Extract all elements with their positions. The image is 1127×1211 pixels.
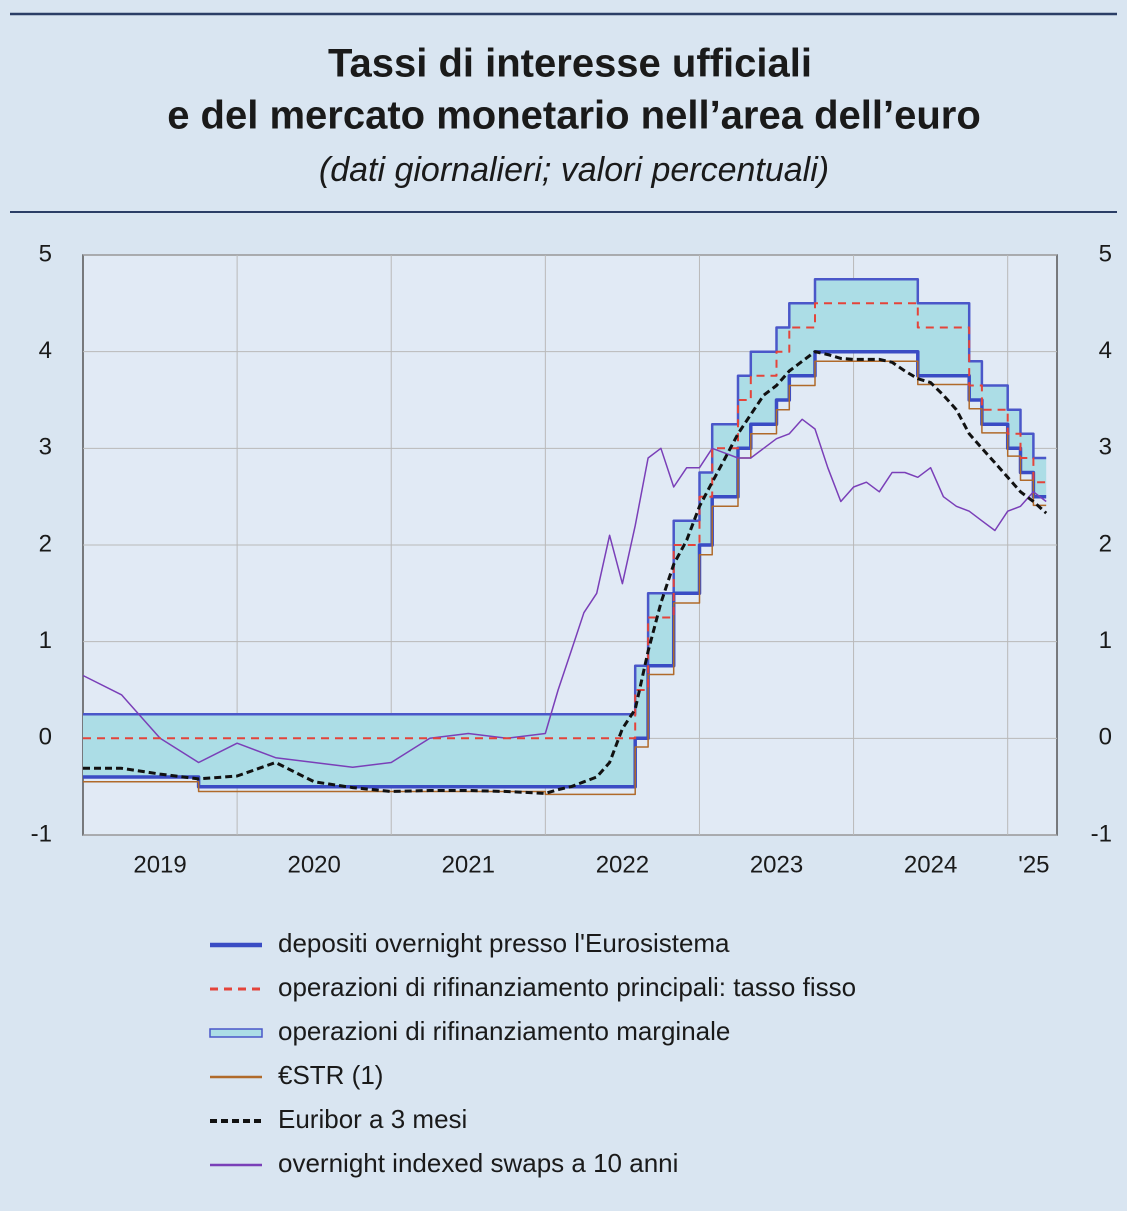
- y-tick-label: 3: [39, 434, 52, 461]
- y2-tick-label: -1: [1091, 820, 1112, 847]
- legend-swatch: [209, 1028, 263, 1038]
- corridor-band: [83, 279, 1047, 787]
- legend-label: depositi overnight presso l'Eurosistema: [278, 928, 730, 958]
- y2-tick-label: 0: [1099, 724, 1112, 751]
- legend-label: operazioni di rifinanziamento marginale: [278, 1016, 730, 1046]
- y2-tick-label: 3: [1099, 434, 1112, 461]
- chart-title: Tassi di interesse ufficiali: [328, 42, 812, 86]
- x-tick-label: 2023: [750, 851, 803, 878]
- legend-label: operazioni di rifinanziamento principali…: [278, 972, 856, 1002]
- series-line: [83, 277, 1047, 716]
- x-tick-label: 2024: [904, 851, 957, 878]
- legend-label: Euribor a 3 mesi: [278, 1104, 467, 1134]
- y-tick-label: 4: [39, 337, 52, 364]
- x-tick-label: 2022: [596, 851, 649, 878]
- y2-tick-label: 1: [1099, 627, 1112, 654]
- y-tick-label: 5: [39, 240, 52, 267]
- x-tick-label: 2019: [133, 851, 186, 878]
- y2-tick-label: 4: [1099, 337, 1112, 364]
- legend-label: overnight indexed swaps a 10 anni: [278, 1148, 678, 1178]
- legend-label: €STR (1): [278, 1060, 383, 1090]
- y-tick-label: 1: [39, 627, 52, 654]
- y2-tick-label: 2: [1099, 530, 1112, 557]
- chart-subtitle: (dati giornalieri; valori percentuali): [319, 151, 829, 189]
- x-tick-label: '25: [1018, 851, 1049, 878]
- series-line: [82, 418, 1047, 769]
- series-line: [83, 350, 1048, 795]
- y2-tick-label: 5: [1099, 240, 1112, 267]
- x-tick-label: 2020: [287, 851, 340, 878]
- legend: depositi overnight presso l'Eurosistema o…: [209, 928, 856, 1178]
- plot-area: -1 -1 0 0 1 1 2 2 3 3 4 4 5 5 2019 2020 2021 2022 2023 2024…: [31, 240, 1112, 878]
- y-tick-label: -1: [31, 820, 52, 847]
- series-line: [83, 302, 1047, 740]
- x-tick-label: 2021: [442, 851, 495, 878]
- y-tick-label: 0: [39, 724, 52, 751]
- y-tick-label: 2: [39, 530, 52, 557]
- chart-title: e del mercato monetario nell’area dell’e…: [167, 94, 981, 138]
